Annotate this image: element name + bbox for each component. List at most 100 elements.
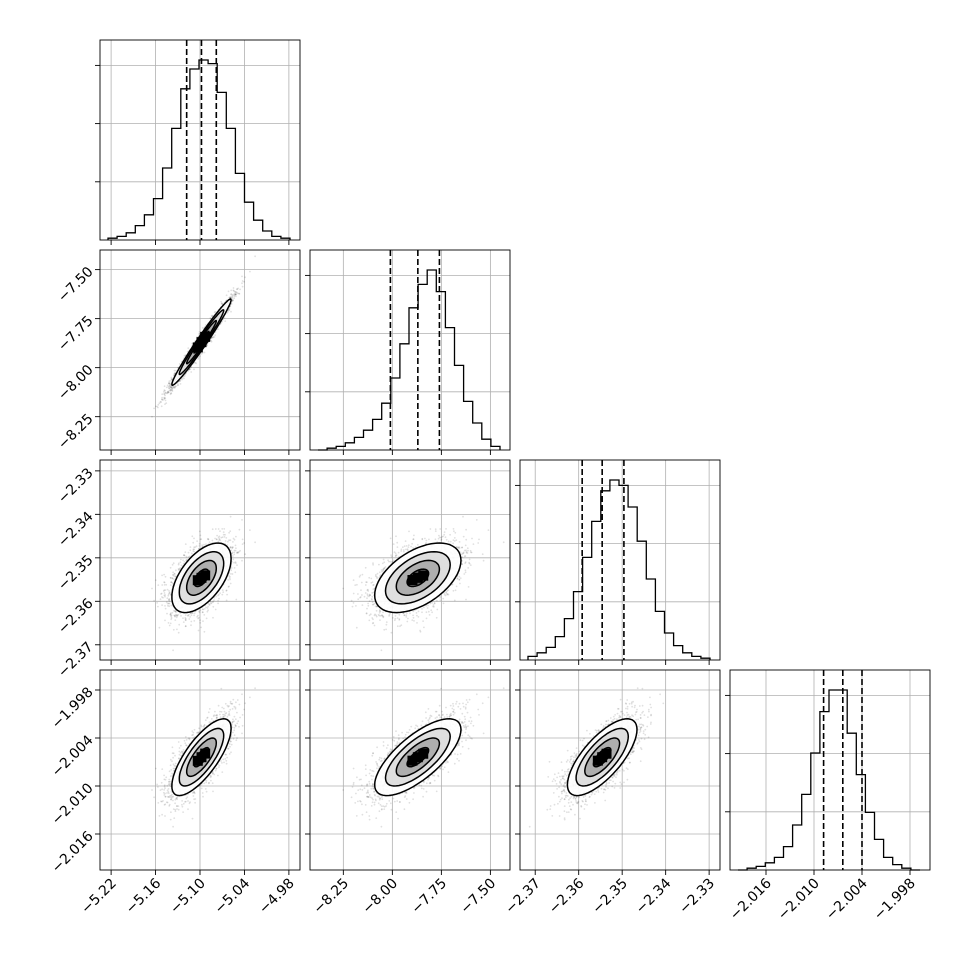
sample-point [173, 629, 175, 631]
sample-point [193, 538, 195, 540]
sample-point [180, 561, 182, 563]
sample-point [188, 614, 190, 616]
sample-point [226, 594, 228, 596]
sample-point [161, 397, 163, 399]
sample-point [161, 604, 163, 606]
y-tick-label: −7.50 [55, 264, 97, 306]
sample-point [186, 556, 188, 558]
sample-point [239, 529, 241, 531]
sample-point [164, 596, 166, 598]
sample-point [165, 402, 167, 404]
sample-point [232, 294, 234, 296]
sample-point [230, 293, 232, 295]
sample-point [157, 404, 159, 406]
sample-point [155, 579, 157, 581]
sample-point [232, 573, 234, 575]
sample-point [170, 623, 172, 625]
sample-point [169, 592, 171, 594]
sample-point [169, 384, 171, 386]
sample-point [180, 383, 182, 385]
panel-frame [520, 460, 720, 660]
sample-point [199, 531, 201, 533]
sample-point [164, 390, 166, 392]
sample-point [194, 546, 196, 548]
sample-point [221, 594, 223, 596]
sample-point [235, 293, 237, 295]
sample-point [166, 613, 168, 615]
sample-point [197, 615, 199, 617]
sample-point [170, 618, 172, 620]
sample-point [192, 542, 194, 544]
sample-point [208, 539, 210, 541]
sample-point [235, 550, 237, 552]
sample-point [175, 569, 177, 571]
sample-point [234, 571, 236, 573]
sample-point [163, 590, 165, 592]
histogram-step-line [318, 270, 500, 450]
sample-point [215, 528, 217, 530]
sample-point [198, 357, 200, 359]
sample-point [170, 386, 172, 388]
sample-point [191, 535, 193, 537]
sample-point [235, 562, 237, 564]
sample-point [169, 390, 171, 392]
sample-point [190, 546, 192, 548]
sample-point [161, 393, 163, 395]
sample-point [199, 619, 201, 621]
sample-point [218, 528, 220, 530]
sample-point [180, 559, 182, 561]
sample-point [194, 362, 196, 364]
sample-point [204, 352, 206, 354]
sample-point [199, 622, 201, 624]
sample-point [161, 575, 163, 577]
sample-point [236, 564, 238, 566]
sample-point [220, 301, 222, 303]
sample-point [230, 547, 232, 549]
sample-point [232, 300, 234, 302]
sample-point [157, 606, 159, 608]
sample-point [153, 408, 155, 410]
panel-content [151, 516, 256, 651]
sample-point [239, 293, 241, 295]
sample-point [212, 528, 214, 530]
panel-content [151, 255, 256, 417]
sample-point [230, 516, 232, 518]
sample-point [230, 583, 232, 585]
sample-point [215, 596, 217, 598]
sample-point [226, 590, 228, 592]
sample-point [235, 547, 237, 549]
sample-point [243, 542, 245, 544]
sample-point [174, 370, 176, 372]
sample-point [178, 624, 180, 626]
sample-point [212, 617, 214, 619]
sample-point [167, 603, 169, 605]
sample-point [165, 576, 167, 578]
sample-point [190, 624, 192, 626]
sample-point [203, 544, 205, 546]
sample-point [185, 543, 187, 545]
sample-point [224, 534, 226, 536]
sample-point [165, 608, 167, 610]
sample-point [217, 603, 219, 605]
sample-point [172, 564, 174, 566]
sample-point [174, 619, 176, 621]
sample-point [222, 536, 224, 538]
sample-point [230, 311, 232, 313]
sample-point [176, 615, 178, 617]
sample-point [224, 320, 226, 322]
sample-point [234, 539, 236, 541]
sample-point [234, 567, 236, 569]
sample-point [160, 401, 162, 403]
sample-point [229, 530, 231, 532]
sample-point [168, 382, 170, 384]
sample-point [190, 371, 192, 373]
sample-point [205, 607, 207, 609]
sample-point [242, 280, 244, 282]
sample-point [216, 535, 218, 537]
sample-point [254, 541, 256, 543]
sample-point [229, 576, 231, 578]
sample-point [159, 402, 161, 404]
sample-point [199, 355, 201, 357]
sample-point [203, 614, 205, 616]
sample-point [181, 379, 183, 381]
